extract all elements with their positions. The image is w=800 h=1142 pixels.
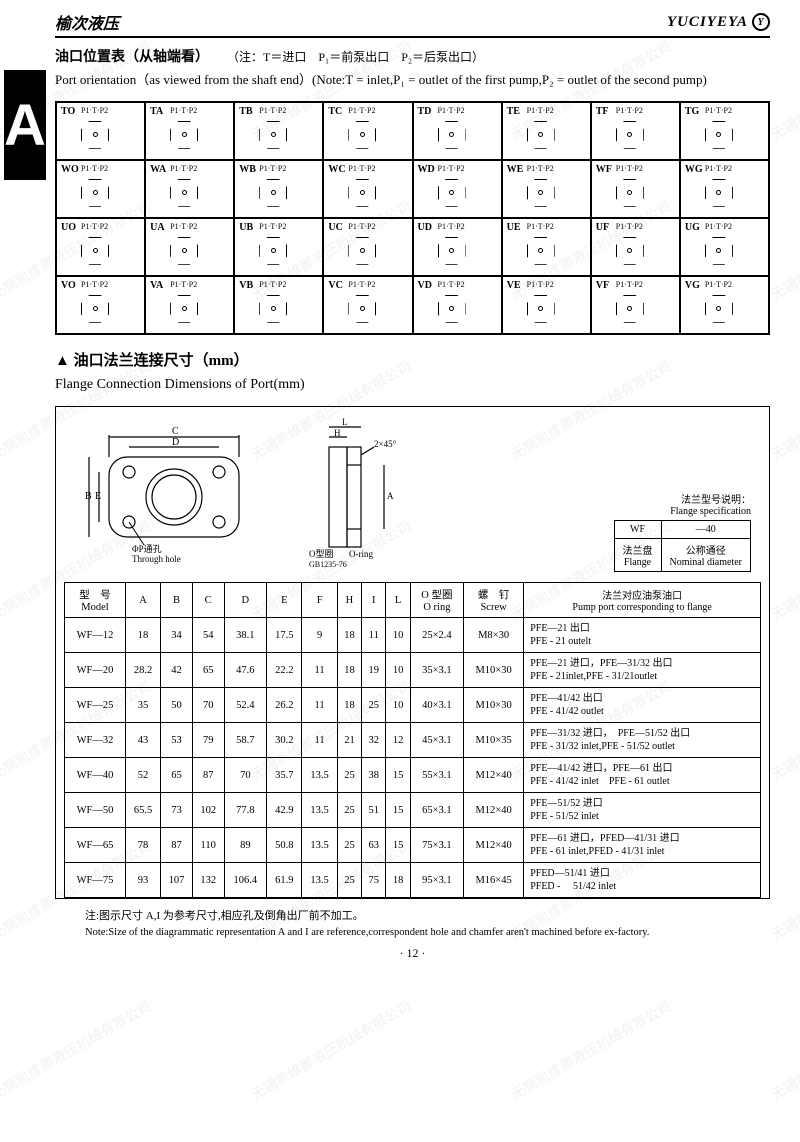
table-row: WF—5065.57310277.842.913.525511565×3.1M1…	[65, 793, 761, 828]
orient-cell: WC P1·T·P2	[323, 160, 412, 218]
orient-cell: UO P1·T·P2	[56, 218, 145, 276]
table-row: WF—3243537958.730.21121321245×3.1M10×35P…	[65, 723, 761, 758]
header-left: 榆次液压	[55, 10, 119, 34]
footnote-en: Note:Size of the diagrammatic representa…	[85, 927, 770, 938]
orient-cell: WB P1·T·P2	[234, 160, 323, 218]
orient-cell: WD P1·T·P2	[413, 160, 502, 218]
svg-text:E: E	[95, 491, 101, 502]
orient-cell: TA P1·T·P2	[145, 102, 234, 160]
orient-cell: WF P1·T·P2	[591, 160, 680, 218]
orient-cell: VD P1·T·P2	[413, 276, 502, 334]
orient-cell: UB P1·T·P2	[234, 218, 323, 276]
orient-cell: WA P1·T·P2	[145, 160, 234, 218]
svg-text:D: D	[172, 437, 179, 448]
flange-section: C D B E ΦP通孔 Through hole	[55, 406, 770, 899]
section1-title: 油口位置表（从轴端看） （注：T＝进口 P₁＝前泵出口 P₂＝后泵出口）	[55, 46, 770, 66]
spec-table: WF—40法兰盘 Flange公称通径 Nominal diameter	[614, 520, 751, 572]
orient-cell: TB P1·T·P2	[234, 102, 323, 160]
brand-logo-icon: Y	[752, 13, 770, 31]
table-row: WF—1218345438.117.5918111025×2.4M8×30PFE…	[65, 618, 761, 653]
svg-text:O型圈: O型圈	[309, 549, 334, 559]
flange-side-drawing: L H A 2×45° O型圈 O-ring GB1235-76	[294, 417, 424, 572]
orient-cell: TG P1·T·P2	[680, 102, 769, 160]
header-right: YUCIYEYA Y	[667, 13, 770, 31]
orient-cell: TF P1·T·P2	[591, 102, 680, 160]
orient-cell: UD P1·T·P2	[413, 218, 502, 276]
orient-cell: WO P1·T·P2	[56, 160, 145, 218]
footnote-cn: 注:图示尺寸 A,I 为参考尺寸,相应孔及倒角出厂前不加工。	[85, 907, 770, 923]
side-tab: A	[4, 70, 46, 180]
section1-title-cn: 油口位置表（从轴端看）	[55, 50, 209, 65]
spec-box: 法兰型号说明： Flange specification WF—40法兰盘 Fl…	[614, 491, 751, 572]
orient-cell: VF P1·T·P2	[591, 276, 680, 334]
svg-text:Through hole: Through hole	[132, 554, 181, 564]
orient-cell: VA P1·T·P2	[145, 276, 234, 334]
section2-title-cn: ▲ 油口法兰连接尺寸（mm）	[55, 349, 770, 370]
spec-caption-en: Flange specification	[614, 506, 751, 517]
watermark: 无锡凯维那液压机械有限公司	[0, 996, 155, 1104]
svg-text:B: B	[85, 491, 92, 502]
orient-cell: UE P1·T·P2	[502, 218, 591, 276]
orient-cell: TE P1·T·P2	[502, 102, 591, 160]
svg-text:A: A	[387, 491, 394, 501]
orient-cell: TC P1·T·P2	[323, 102, 412, 160]
orient-cell: UC P1·T·P2	[323, 218, 412, 276]
section1-title-en: Port orientation（as viewed from the shaf…	[55, 70, 770, 91]
dimensions-table: 型 号 ModelABCDEFHILO 型圈 O ring螺 钉 Screw法兰…	[64, 582, 761, 898]
orient-cell: UG P1·T·P2	[680, 218, 769, 276]
table-row: WF—2535507052.426.21118251040×3.1M10×30P…	[65, 688, 761, 723]
svg-text:GB1235-76: GB1235-76	[309, 560, 347, 567]
section2-title-en: Flange Connection Dimensions of Port(mm)	[55, 374, 770, 396]
table-row: WF—6578871108950.813.525631575×3.1M12×40…	[65, 828, 761, 863]
orient-cell: VB P1·T·P2	[234, 276, 323, 334]
orient-cell: VO P1·T·P2	[56, 276, 145, 334]
svg-text:ΦP通孔: ΦP通孔	[132, 544, 162, 554]
orient-cell: UF P1·T·P2	[591, 218, 680, 276]
orient-cell: VE P1·T·P2	[502, 276, 591, 334]
svg-text:O-ring: O-ring	[349, 549, 373, 559]
watermark: 无锡凯维那液压机械有限公司	[247, 996, 415, 1104]
section1-note: （注：T＝进口 P₁＝前泵出口 P₂＝后泵出口）	[227, 50, 484, 64]
table-row: WF—405265877035.713.525381555×3.1M12×40P…	[65, 758, 761, 793]
brand-text: YUCIYEYA	[667, 14, 748, 31]
orient-cell: VG P1·T·P2	[680, 276, 769, 334]
table-row: WF—2028.2426547.622.21118191035×3.1M10×3…	[65, 653, 761, 688]
watermark: 无锡凯维那液压机械有限公司	[767, 996, 800, 1104]
orient-cell: TD P1·T·P2	[413, 102, 502, 160]
svg-text:L: L	[342, 417, 348, 427]
table-row: WF—7593107132106.461.913.525751895×3.1M1…	[65, 863, 761, 898]
page-header: 榆次液压 YUCIYEYA Y	[55, 10, 770, 38]
watermark: 无锡凯维那液压机械有限公司	[507, 996, 675, 1104]
orient-cell: VC P1·T·P2	[323, 276, 412, 334]
spec-caption-cn: 法兰型号说明：	[614, 491, 751, 506]
page-number: · 12 ·	[55, 946, 770, 961]
orient-cell: WE P1·T·P2	[502, 160, 591, 218]
svg-text:2×45°: 2×45°	[374, 439, 397, 449]
orient-cell: TO P1·T·P2	[56, 102, 145, 160]
svg-text:C: C	[172, 426, 179, 437]
orientation-grid: TO P1·T·P2 TA P1·T·P2 TB P1·T·P2 TC P1·T…	[55, 101, 770, 335]
orient-cell: WG P1·T·P2	[680, 160, 769, 218]
svg-text:H: H	[334, 428, 341, 438]
orient-cell: UA P1·T·P2	[145, 218, 234, 276]
flange-front-drawing: C D B E ΦP通孔 Through hole	[74, 417, 264, 572]
